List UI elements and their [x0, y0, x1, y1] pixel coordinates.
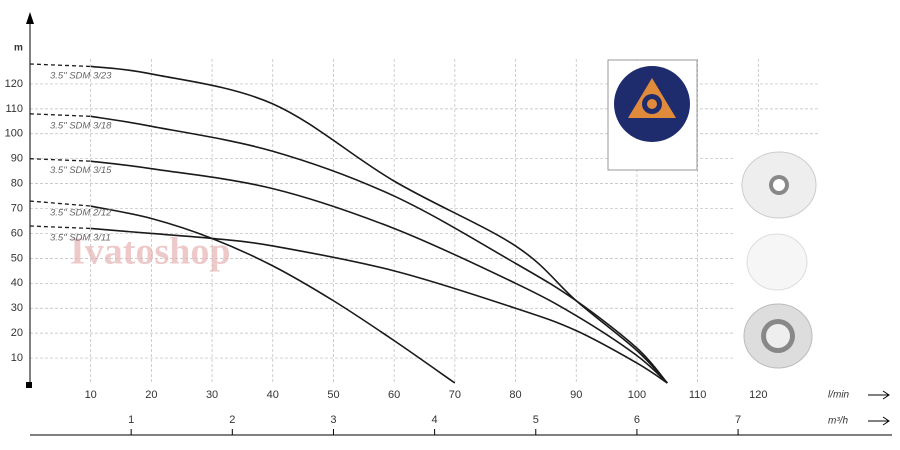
- x-tick-label: 110: [689, 389, 707, 401]
- curve-dashed: [29, 225, 91, 230]
- series-label: 3.5" SDM 3/18: [50, 120, 112, 131]
- y-tick-label: 100: [5, 128, 23, 140]
- origin-marker: [26, 382, 32, 388]
- curve-dashed: [29, 113, 91, 117]
- x-axis-label: l/min: [828, 390, 850, 401]
- series-label: 3.5" SDM 3/15: [50, 165, 112, 176]
- curve-dashed: [29, 63, 91, 68]
- y-tick-label: 110: [5, 103, 23, 115]
- y-tick-label: 80: [11, 178, 23, 190]
- x-tick-label: 70: [449, 389, 461, 401]
- x-tick-label: 10: [85, 389, 97, 401]
- x2-tick-label: 4: [432, 414, 438, 426]
- y-tick-label: 120: [5, 78, 23, 90]
- x2-tick-label: 3: [330, 414, 336, 426]
- x-tick-label: 40: [267, 389, 279, 401]
- x2-tick-label: 2: [229, 414, 235, 426]
- y-tick-label: 50: [11, 252, 23, 264]
- x2-tick-label: 6: [634, 414, 640, 426]
- x-tick-label: 20: [145, 389, 157, 401]
- x-tick-label: 30: [206, 389, 218, 401]
- series-label: 3.5" SDM 2/12: [50, 208, 112, 219]
- x-tick-label: 90: [570, 389, 582, 401]
- series-label: 3.5" SDM 3/23: [50, 71, 112, 82]
- curve: [90, 115, 668, 384]
- curve-dashed: [29, 158, 91, 162]
- x2-tick-label: 1: [128, 414, 134, 426]
- x-tick-label: 60: [388, 389, 400, 401]
- y-tick-label: 90: [11, 153, 23, 165]
- y-tick-label: 30: [11, 302, 23, 314]
- y-tick-label: 70: [11, 202, 23, 214]
- x-arrow: [868, 390, 890, 400]
- curve: [90, 205, 456, 384]
- x-tick-label: 120: [749, 389, 767, 401]
- y-tick-label: 60: [11, 227, 23, 239]
- series-label: 3.5" SDM 3/11: [50, 233, 111, 244]
- x2-tick-label: 5: [533, 414, 539, 426]
- y-tick-label: 40: [11, 277, 23, 289]
- disc-pictures: [735, 135, 825, 385]
- curve: [90, 227, 668, 384]
- x2-axis-label: m³/h: [828, 416, 848, 427]
- x2-tick-label: 7: [735, 414, 741, 426]
- x2-arrow: [868, 416, 890, 426]
- curve: [90, 160, 668, 384]
- curve: [90, 65, 668, 384]
- x-tick-label: 50: [327, 389, 339, 401]
- impeller-picture: [607, 59, 698, 171]
- x-tick-label: 100: [628, 389, 646, 401]
- y-tick-label: 20: [11, 327, 23, 339]
- y-axis-label: m: [14, 43, 23, 54]
- y-axis-arrow: [26, 12, 34, 24]
- curve-dashed: [29, 200, 91, 207]
- y-tick-label: 10: [11, 352, 23, 364]
- x-tick-label: 80: [509, 389, 521, 401]
